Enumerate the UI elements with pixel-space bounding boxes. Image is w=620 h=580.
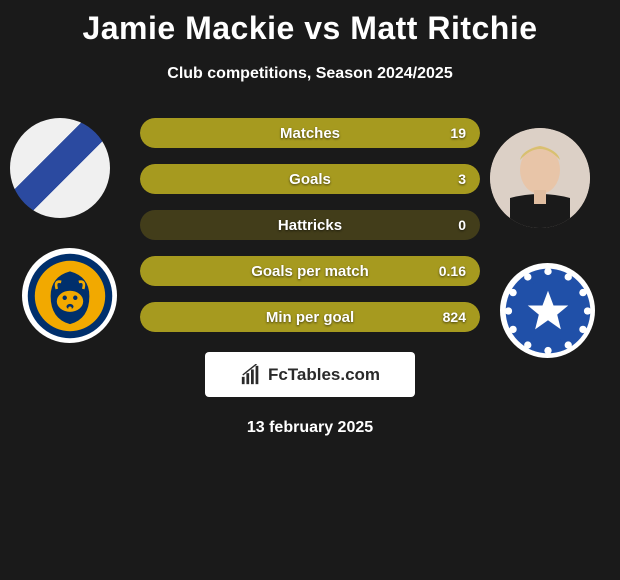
stat-bar-min-per-goal: Min per goal 824 bbox=[140, 302, 480, 332]
stat-value: 824 bbox=[443, 309, 466, 325]
stat-row: Matches 19 bbox=[140, 118, 480, 148]
club-left-logo bbox=[22, 248, 117, 343]
stat-bar-goals: Goals 3 bbox=[140, 164, 480, 194]
stat-label: Min per goal bbox=[266, 309, 354, 326]
subtitle: Club competitions, Season 2024/2025 bbox=[0, 65, 620, 83]
stat-bar-goals-per-match: Goals per match 0.16 bbox=[140, 256, 480, 286]
chart-icon bbox=[240, 364, 262, 386]
stat-value: 3 bbox=[458, 171, 466, 187]
stat-value: 0.16 bbox=[439, 263, 466, 279]
stat-label: Goals bbox=[289, 171, 331, 188]
stat-value: 19 bbox=[450, 125, 466, 141]
stat-row: Goals 3 bbox=[140, 164, 480, 194]
stat-row: Hattricks 0 bbox=[140, 210, 480, 240]
brand-text: FcTables.com bbox=[268, 365, 380, 385]
club-right-logo bbox=[500, 263, 595, 358]
stat-value: 0 bbox=[458, 217, 466, 233]
comparison-content: Matches 19 Goals 3 Hattricks 0 Goals per… bbox=[0, 118, 620, 437]
stat-label: Matches bbox=[280, 125, 340, 142]
stat-bar-hattricks: Hattricks 0 bbox=[140, 210, 480, 240]
stats-bars: Matches 19 Goals 3 Hattricks 0 Goals per… bbox=[140, 118, 480, 332]
stat-row: Goals per match 0.16 bbox=[140, 256, 480, 286]
stat-row: Min per goal 824 bbox=[140, 302, 480, 332]
player-left-photo bbox=[10, 118, 110, 218]
stat-label: Goals per match bbox=[251, 263, 369, 280]
page-title: Jamie Mackie vs Matt Ritchie bbox=[0, 0, 620, 47]
brand-badge: FcTables.com bbox=[205, 352, 415, 397]
date-text: 13 february 2025 bbox=[0, 419, 620, 437]
player-right-photo bbox=[490, 128, 590, 228]
stat-bar-matches: Matches 19 bbox=[140, 118, 480, 148]
stat-label: Hattricks bbox=[278, 217, 342, 234]
